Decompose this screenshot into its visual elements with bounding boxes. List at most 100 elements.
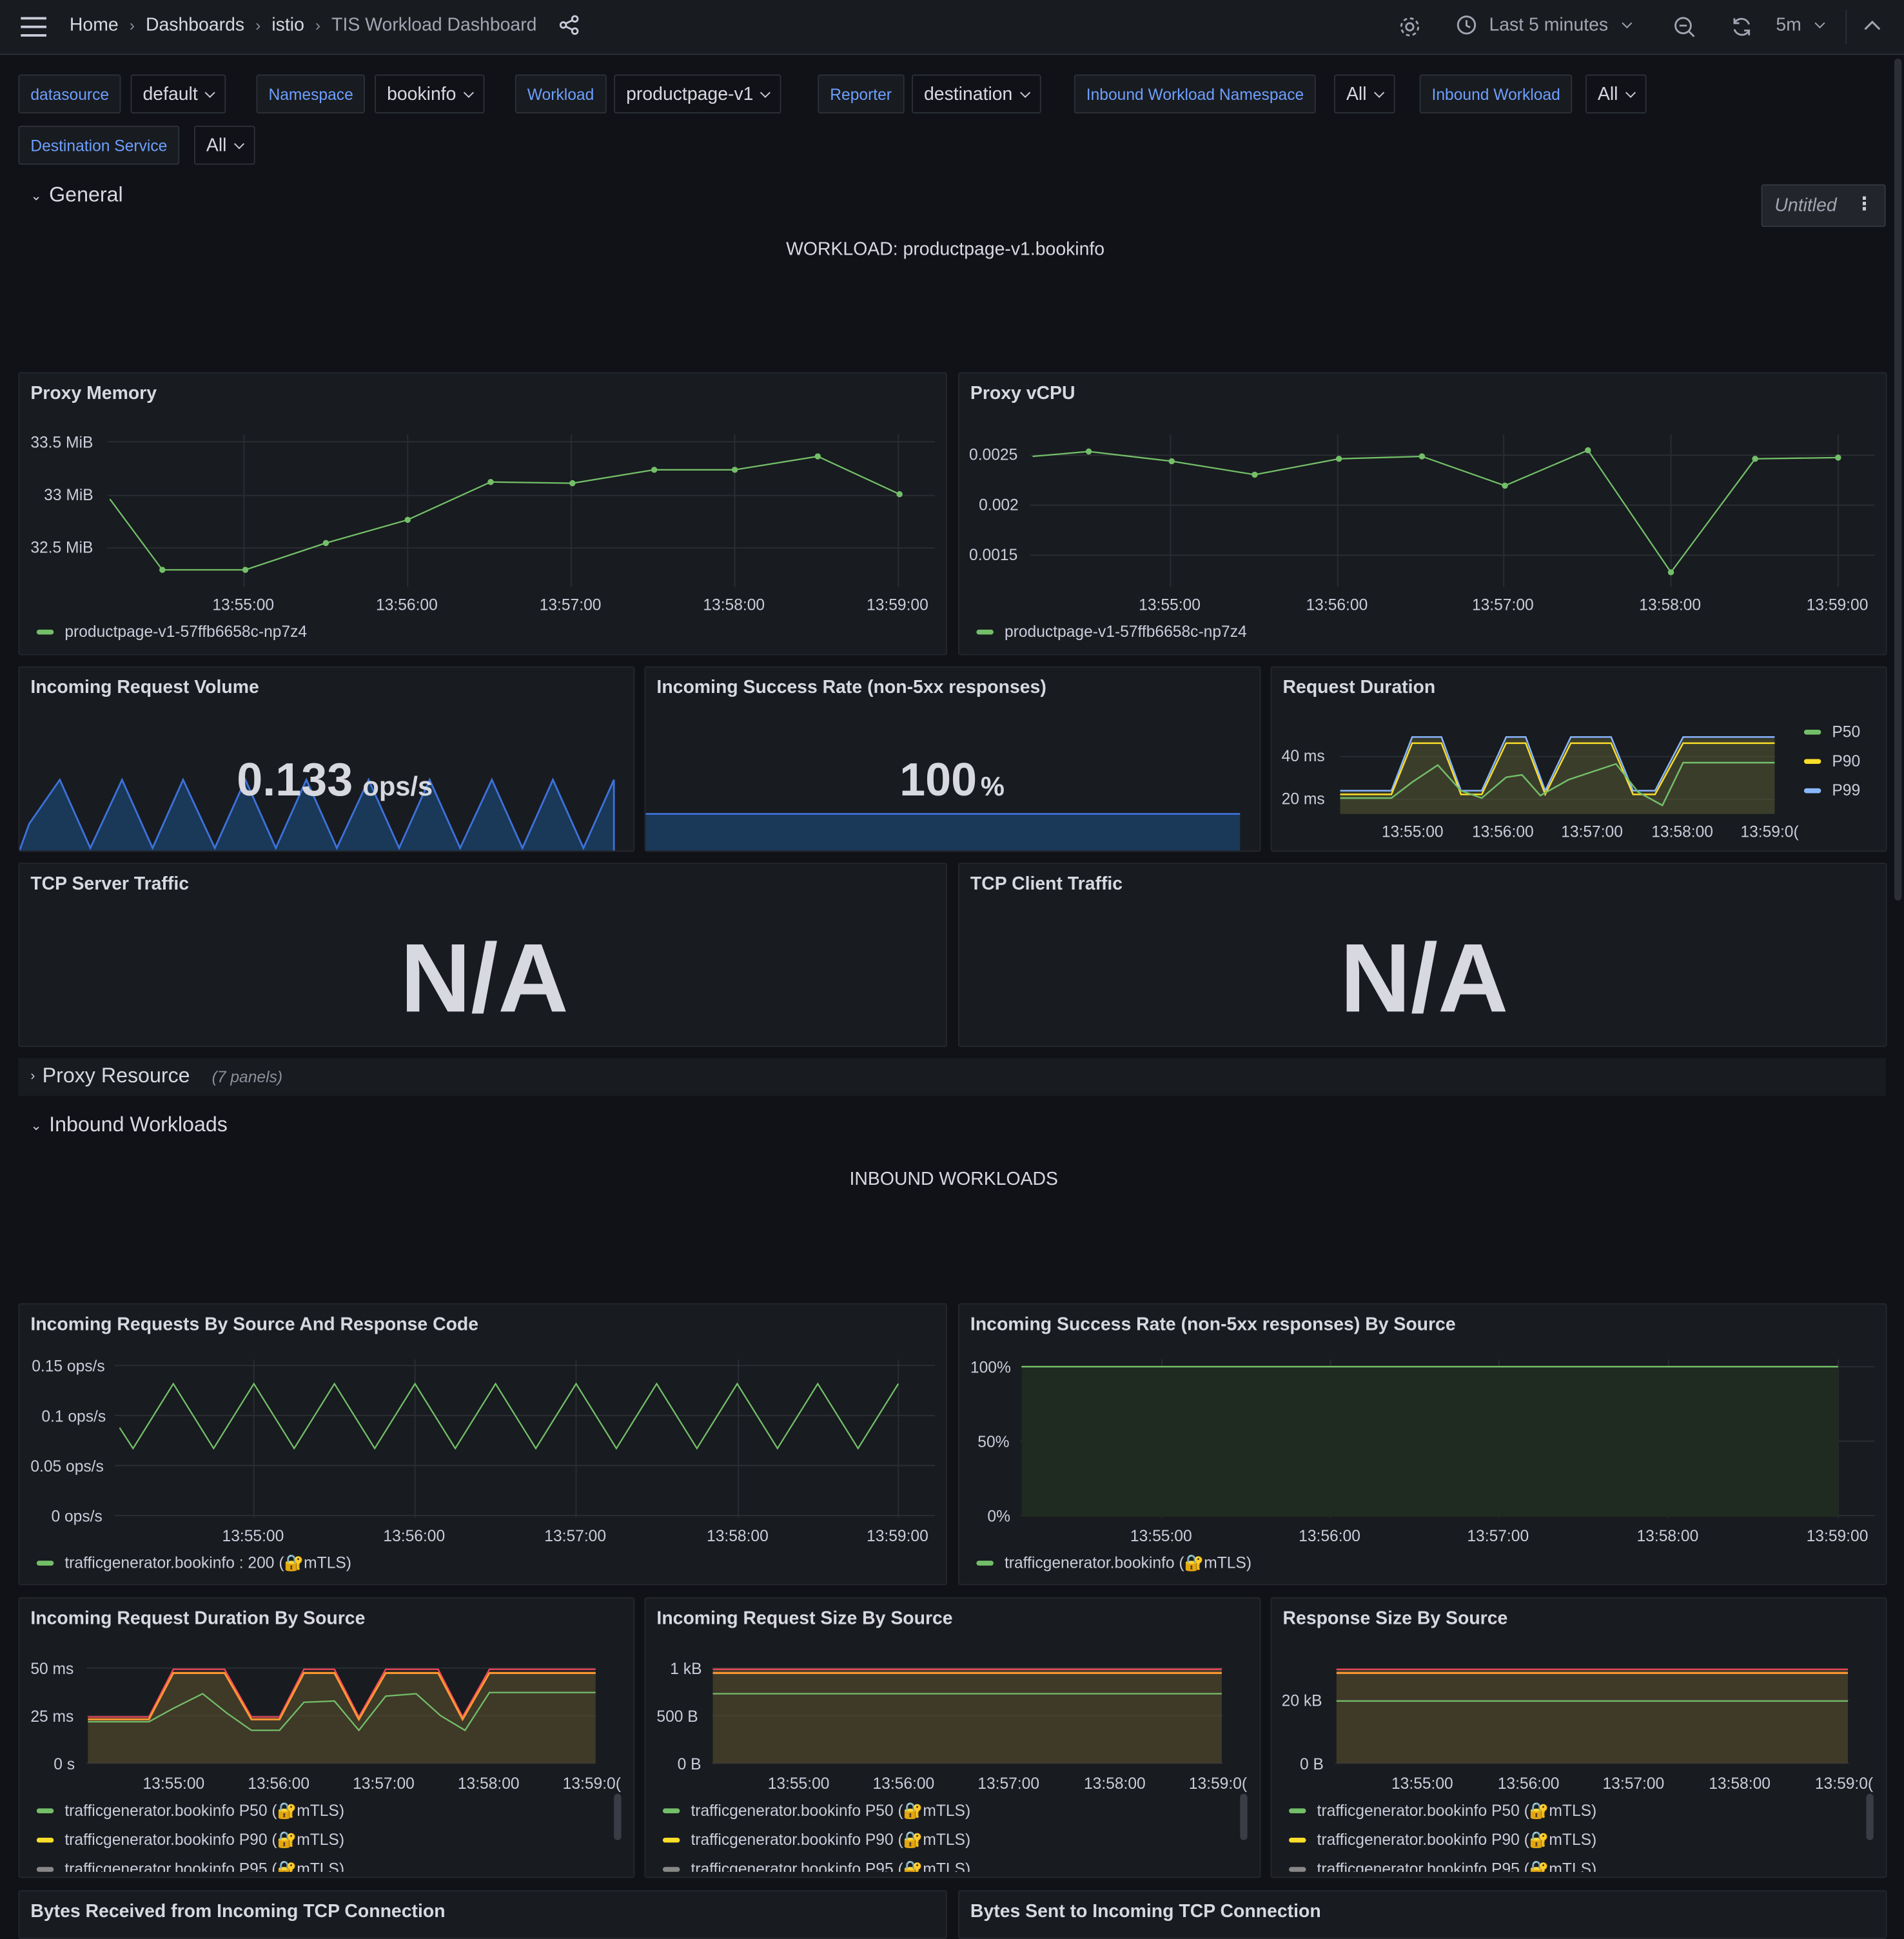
row-title: Proxy Resource <box>42 1064 190 1087</box>
menu-icon[interactable] <box>21 16 48 38</box>
x-tick: 13:58:00 <box>1084 1775 1146 1793</box>
x-tick: 13:56:00 <box>1306 597 1368 614</box>
legend-item-p95[interactable]: trafficgenerator.bookinfo P95 (🔐mTLS) <box>662 1860 970 1872</box>
panel-tcp-server-traffic[interactable]: TCP Server Traffic N/A <box>18 862 947 1047</box>
panel-title: TCP Client Traffic <box>970 873 1123 895</box>
breadcrumb-dashboards[interactable]: Dashboards <box>145 14 245 35</box>
panel-incoming-success-rate-by-source[interactable]: Incoming Success Rate (non-5xx responses… <box>958 1303 1887 1586</box>
panel-tcp-client-traffic[interactable]: TCP Client Traffic N/A <box>958 862 1887 1047</box>
legend-scrollbar[interactable] <box>614 1793 622 1840</box>
x-tick: 13:58:00 <box>458 1775 520 1793</box>
var-select-namespace[interactable]: bookinfo <box>375 74 484 114</box>
legend-item[interactable]: productpage-v1-57ffb6658c-np7z4 <box>36 622 307 641</box>
y-tick: 20 ms <box>1282 790 1325 808</box>
var-label-namespace: Namespace <box>256 74 366 114</box>
var-value: default <box>142 83 198 104</box>
row-panel-count: (7 panels) <box>211 1067 283 1086</box>
row-inbound-workloads[interactable]: ⌄ Inbound Workloads <box>30 1113 228 1137</box>
var-label-inbound-workload: Inbound Workload <box>1419 74 1573 114</box>
panel-proxy-memory[interactable]: Proxy Memory 33.5 MiB 33 MiB 32.5 MiB 13… <box>18 372 947 656</box>
y-tick: 0.002 <box>979 496 1019 514</box>
panel-bytes-sent-tcp[interactable]: Bytes Sent to Incoming TCP Connection <box>958 1890 1887 1939</box>
legend-label: trafficgenerator.bookinfo P50 (🔐mTLS) <box>64 1801 345 1820</box>
chevron-down-icon: ⌄ <box>30 188 42 204</box>
breadcrumb-istio[interactable]: istio <box>271 14 304 35</box>
panel-incoming-request-duration-by-source[interactable]: Incoming Request Duration By Source 50 m… <box>18 1597 635 1878</box>
panel-incoming-request-volume[interactable]: Incoming Request Volume 0.133 ops/s <box>18 666 635 852</box>
panel-title: Response Size By Source <box>1282 1608 1508 1630</box>
x-tick: 13:58:00 <box>1637 1528 1699 1545</box>
legend-swatch <box>976 628 994 634</box>
legend-item[interactable]: trafficgenerator.bookinfo : 200 (🔐mTLS) <box>36 1554 351 1573</box>
y-tick: 0.1 ops/s <box>41 1408 106 1425</box>
var-select-inbound-workload[interactable]: All <box>1585 74 1647 114</box>
legend-item-p50[interactable]: trafficgenerator.bookinfo P50 (🔐mTLS) <box>662 1801 970 1820</box>
panel-incoming-success-rate[interactable]: Incoming Success Rate (non-5xx responses… <box>644 666 1261 852</box>
more-vertical-icon[interactable]: ⋮ <box>1855 193 1874 215</box>
row-general[interactable]: ⌄ General <box>30 183 123 208</box>
chevron-up-icon[interactable] <box>1864 19 1881 32</box>
legend-scrollbar[interactable] <box>1240 1793 1248 1840</box>
time-picker-button[interactable]: Last 5 minutes <box>1456 15 1632 35</box>
clock-icon <box>1457 15 1477 35</box>
legend-item-p99[interactable]: P99 <box>1803 781 1860 799</box>
y-tick: 40 ms <box>1282 748 1325 765</box>
legend-item-p50[interactable]: trafficgenerator.bookinfo P50 (🔐mTLS) <box>36 1801 345 1820</box>
panel-title: Proxy Memory <box>30 383 157 404</box>
dashboard-title: TIS Workload Dashboard <box>331 14 537 35</box>
incoming-requests-chart: 0.15 ops/s 0.1 ops/s 0.05 ops/s 0 ops/s … <box>30 1358 936 1545</box>
legend-item-p95[interactable]: trafficgenerator.bookinfo P95 (🔐mTLS) <box>36 1860 344 1872</box>
stat-value: 0.133 ops/s <box>237 755 433 808</box>
panel-bytes-received-tcp[interactable]: Bytes Received from Incoming TCP Connect… <box>18 1890 947 1939</box>
var-select-reporter[interactable]: destination <box>912 74 1041 114</box>
legend-item-p50[interactable]: trafficgenerator.bookinfo P50 (🔐mTLS) <box>1289 1801 1596 1820</box>
var-value: All <box>206 135 227 156</box>
legend-item-p90[interactable]: trafficgenerator.bookinfo P90 (🔐mTLS) <box>1289 1831 1596 1850</box>
legend-item[interactable]: trafficgenerator.bookinfo (🔐mTLS) <box>976 1554 1251 1573</box>
legend-item[interactable]: productpage-v1-57ffb6658c-np7z4 <box>976 622 1247 641</box>
chevron-down-icon <box>760 86 771 97</box>
request-size-chart: 1 kB 500 B 0 B 13:55:00 13:56:00 13:57:0… <box>656 1661 1247 1793</box>
panel-proxy-vcpu[interactable]: Proxy vCPU 0.0025 0.002 0.0015 13:55:00 … <box>958 372 1887 656</box>
panel-title: Bytes Received from Incoming TCP Connect… <box>30 1901 446 1922</box>
var-value: All <box>1597 83 1618 104</box>
x-tick: 13:56:00 <box>872 1775 934 1793</box>
var-select-destination-service[interactable]: All <box>193 125 255 165</box>
var-select-workload[interactable]: productpage-v1 <box>614 74 781 114</box>
legend-scrollbar[interactable] <box>1866 1793 1874 1840</box>
top-navbar: Home › Dashboards › istio › TIS Workload Da… <box>0 0 1904 55</box>
panel-response-size-by-source[interactable]: Response Size By Source 20 kB 0 B 13:55:… <box>1270 1597 1887 1878</box>
legend-item-p95[interactable]: trafficgenerator.bookinfo P95 (🔐mTLS) <box>1289 1860 1596 1872</box>
legend-label: P90 <box>1832 752 1861 770</box>
breadcrumb-home[interactable]: Home <box>69 14 119 35</box>
refresh-interval-picker[interactable]: 5m <box>1776 15 1825 35</box>
legend-item-p50[interactable]: P50 <box>1803 723 1860 741</box>
legend-item-p90[interactable]: trafficgenerator.bookinfo P90 (🔐mTLS) <box>36 1830 345 1850</box>
page-scrollbar[interactable] <box>1894 58 1902 901</box>
zoom-out-icon[interactable] <box>1673 16 1695 38</box>
legend-label: trafficgenerator.bookinfo P90 (🔐mTLS) <box>64 1830 345 1849</box>
legend-label: trafficgenerator.bookinfo (🔐mTLS) <box>1004 1553 1252 1572</box>
inbound-text: INBOUND WORKLOADS <box>849 1169 1058 1190</box>
sparkline-success <box>645 813 1241 851</box>
y-tick: 0 B <box>1300 1756 1324 1773</box>
legend-label: trafficgenerator.bookinfo P90 (🔐mTLS) <box>691 1830 971 1849</box>
settings-gear-icon[interactable] <box>1399 16 1420 38</box>
panel-incoming-request-size-by-source[interactable]: Incoming Request Size By Source 1 kB 500… <box>644 1597 1261 1878</box>
legend-swatch <box>662 1808 680 1813</box>
panel-menu-untitled[interactable]: Untitled ⋮ <box>1761 184 1886 228</box>
row-proxy-resource[interactable] <box>18 1058 1886 1096</box>
var-select-inbound-namespace[interactable]: All <box>1334 74 1395 114</box>
refresh-icon[interactable] <box>1731 16 1752 38</box>
legend-item-p90[interactable]: P90 <box>1803 752 1861 770</box>
panel-title: Incoming Success Rate (non-5xx responses… <box>656 677 1046 698</box>
share-icon[interactable] <box>559 15 580 35</box>
panel-incoming-requests-by-source[interactable]: Incoming Requests By Source And Response… <box>18 1303 947 1586</box>
legend-swatch <box>1289 1808 1306 1813</box>
var-select-datasource[interactable]: default <box>130 74 226 114</box>
panel-request-duration[interactable]: Request Duration 40 ms 20 ms 13:55:00 13… <box>1270 666 1887 852</box>
p99-line <box>1340 736 1775 793</box>
row-proxy-resource-title[interactable]: › Proxy Resource (7 panels) <box>30 1064 282 1089</box>
legend-swatch <box>1289 1867 1306 1872</box>
legend-item-p90[interactable]: trafficgenerator.bookinfo P90 (🔐mTLS) <box>662 1830 971 1850</box>
